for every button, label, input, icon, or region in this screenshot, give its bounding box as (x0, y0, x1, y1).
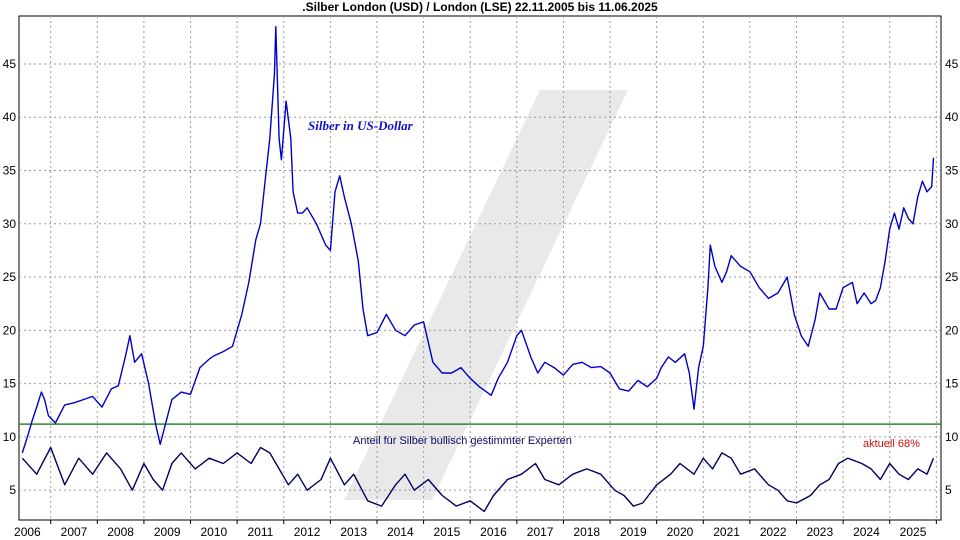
sentiment-line (21, 446, 935, 513)
y-tick-label-left: 35 (3, 164, 17, 178)
y-tick-label-right: 5 (945, 483, 952, 497)
y-tick-label-left: 45 (3, 57, 17, 71)
x-tick-label: 2020 (667, 525, 694, 539)
x-tick-label: 2018 (573, 525, 600, 539)
x-tick-label: 2006 (14, 525, 41, 539)
x-tick-label: 2013 (340, 525, 367, 539)
x-tick-label: 2010 (200, 525, 227, 539)
grid-lines (19, 16, 941, 520)
y-tick-label-right: 25 (945, 270, 959, 284)
x-tick-label: 2015 (434, 525, 461, 539)
x-tick-label: 2016 (480, 525, 507, 539)
x-tick-label: 2019 (620, 525, 647, 539)
x-tick-label: 2021 (713, 525, 740, 539)
x-tick-label: 2023 (806, 525, 833, 539)
x-tick-label: 2014 (387, 525, 414, 539)
y-tick-label-right: 40 (945, 110, 959, 124)
y-tick-label-right: 30 (945, 217, 959, 231)
x-tick-label: 2022 (760, 525, 787, 539)
x-tick-label: 2011 (248, 525, 274, 539)
silver-series-label: Silber in US-Dollar (308, 118, 414, 133)
sentiment-series-label: Anteil für Silber bullisch gestimmter Ex… (353, 435, 572, 447)
current-value-label: aktuell 68% (863, 438, 920, 450)
y-tick-label-left: 30 (3, 217, 17, 231)
watermark-slash (344, 90, 628, 500)
y-tick-label-left: 10 (3, 430, 17, 444)
y-tick-label-right: 20 (945, 323, 959, 337)
axis-ticks: 2006 2007 2008 2009 2010 2011 2012 2013 2014 2015… (3, 57, 959, 539)
y-tick-label-right: 45 (945, 57, 959, 71)
x-tick-label: 2007 (61, 525, 88, 539)
chart-title: .Silber London (USD) / London (LSE) 22.1… (302, 0, 658, 14)
x-tick-label: 2009 (154, 525, 181, 539)
x-tick-label: 2008 (107, 525, 134, 539)
x-tick-label: 2017 (527, 525, 554, 539)
silver-price-line (21, 26, 935, 454)
y-tick-label-left: 20 (3, 323, 17, 337)
x-tick-label: 2025 (900, 525, 927, 539)
x-tick-label: 2024 (853, 525, 880, 539)
x-tick-label: 2012 (294, 525, 321, 539)
y-tick-label-right: 35 (945, 164, 959, 178)
y-tick-label-left: 5 (9, 483, 16, 497)
y-tick-label-left: 40 (3, 110, 17, 124)
series-lines (19, 26, 941, 513)
y-tick-label-left: 25 (3, 270, 17, 284)
y-tick-label-right: 10 (945, 430, 959, 444)
y-tick-label-left: 15 (3, 377, 17, 391)
y-tick-label-right: 15 (945, 377, 959, 391)
